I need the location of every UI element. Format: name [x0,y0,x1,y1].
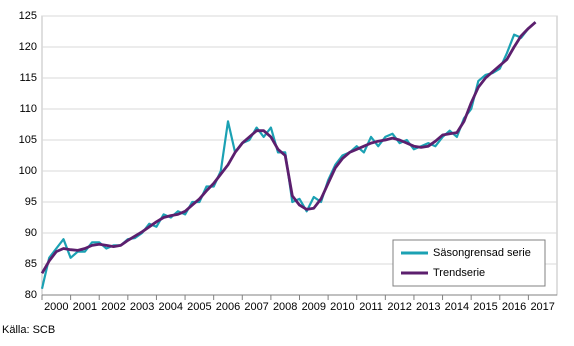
y-tick-label: 115 [19,72,37,84]
legend [392,239,546,287]
x-tick-label: 2013 [416,301,440,313]
x-tick-label: 2010 [330,301,354,313]
y-tick-label: 100 [19,165,37,177]
y-tick-label: 105 [19,134,37,146]
x-tick-label: 2003 [130,301,154,313]
y-tick-label: 85 [25,258,37,270]
y-tick-label: 120 [19,41,37,53]
x-tick-label: 2009 [302,301,326,313]
x-tick-label: 2011 [359,301,383,313]
x-tick-label: 2002 [101,301,125,313]
x-tick-label: 2000 [44,301,68,313]
series-line [40,21,537,275]
x-tick-label: 2001 [73,301,97,313]
x-tick-label: 2016 [502,301,526,313]
x-tick-label: 2015 [473,301,497,313]
x-tick-label: 2005 [187,301,211,313]
x-tick-label: 2004 [159,301,183,313]
x-tick-label: 2012 [387,301,411,313]
legend-label: Trendserie [433,267,485,279]
y-tick-label: 110 [19,103,37,115]
y-tick-label: 90 [25,227,37,239]
y-tick-label: 125 [19,10,37,22]
y-tick-label: 80 [25,289,37,301]
x-tick-label: 2006 [216,301,240,313]
x-tick-label: 2007 [244,301,268,313]
x-tick-label: 2017 [530,301,554,313]
y-tick-label: 95 [25,196,37,208]
x-tick-label: 2008 [273,301,297,313]
legend-label: Säsongrensad serie [433,247,531,259]
source: Källa: SCB [2,324,55,336]
x-tick-label: 2014 [445,301,469,313]
